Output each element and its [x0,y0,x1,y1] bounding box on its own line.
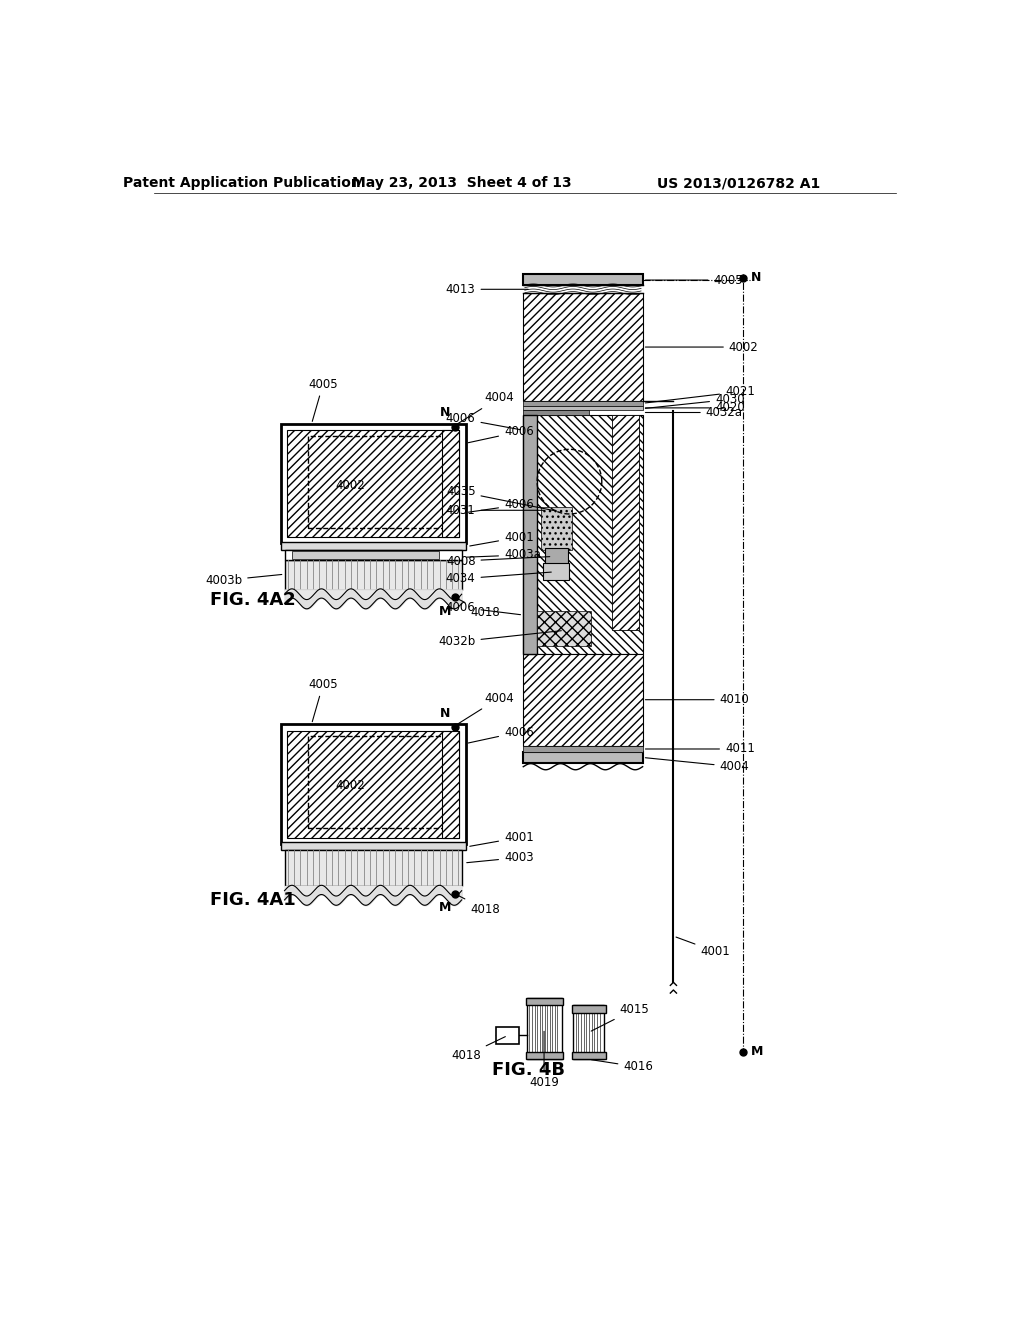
Text: May 23, 2013  Sheet 4 of 13: May 23, 2013 Sheet 4 of 13 [352,176,571,190]
Bar [442,730,460,838]
Text: 4006: 4006 [468,726,534,743]
Text: 4018: 4018 [457,598,500,619]
Bar [523,414,643,653]
Bar [285,850,462,886]
Text: 4004: 4004 [457,692,514,725]
Text: 4020: 4020 [645,401,744,414]
Bar [543,564,569,581]
Text: US 2013/0126782 A1: US 2013/0126782 A1 [657,176,820,190]
Bar [523,293,643,401]
Text: FIG. 4A2: FIG. 4A2 [210,591,296,609]
Text: M: M [439,902,452,915]
Bar [541,507,571,549]
Text: 4004: 4004 [457,391,514,424]
Text: 4008: 4008 [445,554,550,568]
Bar [523,752,643,763]
Text: 4018: 4018 [457,895,500,916]
Text: 4004: 4004 [645,758,750,774]
Bar [281,725,466,843]
Text: 4018: 4018 [452,1036,506,1063]
Bar [281,424,466,544]
Bar [523,405,643,411]
Bar [281,543,466,549]
Bar [523,275,643,285]
Bar [545,548,568,565]
Text: 4003a: 4003a [467,548,541,561]
Bar [285,549,462,561]
Text: Patent Application Publication: Patent Application Publication [123,176,361,190]
Text: 4005: 4005 [308,378,338,421]
Bar [571,1006,605,1014]
Text: 4010: 4010 [645,693,750,706]
Text: 4013: 4013 [445,282,528,296]
Text: 4002: 4002 [645,341,759,354]
Text: FIG. 4B: FIG. 4B [493,1061,565,1078]
Text: 4006: 4006 [468,425,534,442]
Text: 4002: 4002 [335,479,365,492]
Text: 4005: 4005 [645,273,743,286]
Bar [525,998,563,1006]
Bar [287,730,460,838]
Bar [573,1006,604,1059]
Text: 4015: 4015 [591,1003,649,1031]
Bar [307,436,446,528]
Text: 4035: 4035 [445,486,554,511]
Bar [287,430,460,537]
Bar [523,746,643,752]
Text: 4002: 4002 [335,779,365,792]
Text: 4034: 4034 [445,572,551,585]
Bar [281,842,466,850]
Text: FIG. 4A1: FIG. 4A1 [210,891,296,909]
Text: 4021: 4021 [645,385,755,403]
Bar [525,1052,563,1059]
Text: 4030: 4030 [645,393,744,408]
Bar [442,430,460,537]
Text: M: M [751,1045,763,1059]
Text: 4003: 4003 [467,851,534,865]
Bar [527,998,562,1059]
Bar [523,401,643,405]
Bar [285,561,462,590]
Bar [571,1052,605,1059]
Text: 4005: 4005 [308,677,338,722]
Text: 4032a: 4032a [645,407,742,418]
Text: N: N [440,407,451,420]
Text: 4011: 4011 [645,742,755,755]
Bar [523,414,538,653]
Text: 4001: 4001 [676,937,730,958]
Text: 4032b: 4032b [438,631,561,648]
Text: 4006: 4006 [445,601,520,615]
Text: 4001: 4001 [470,832,534,846]
Bar [523,411,589,414]
Bar [307,737,446,829]
Text: 4006: 4006 [445,412,520,430]
Text: 4001: 4001 [470,531,534,546]
Text: M: M [439,605,452,618]
Text: 4019: 4019 [529,1031,559,1089]
Text: N: N [440,706,451,719]
Bar [497,1027,519,1044]
Bar [611,414,639,631]
Text: 4031: 4031 [445,504,544,517]
Text: 4006: 4006 [468,499,534,512]
Bar [538,611,591,645]
Text: 4003b: 4003b [205,574,282,587]
Bar [292,552,438,558]
Bar [523,653,643,746]
Text: N: N [751,271,761,284]
Text: 4016: 4016 [592,1060,653,1073]
